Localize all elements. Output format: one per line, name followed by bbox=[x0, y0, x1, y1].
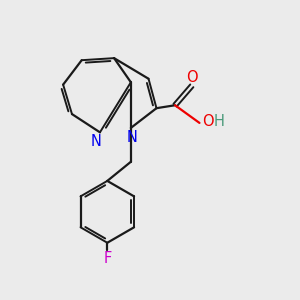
Text: O: O bbox=[186, 70, 198, 85]
Text: N: N bbox=[91, 134, 102, 149]
Text: N: N bbox=[127, 130, 138, 145]
Text: O: O bbox=[202, 114, 214, 129]
Text: F: F bbox=[103, 250, 111, 266]
Text: H: H bbox=[213, 114, 224, 129]
